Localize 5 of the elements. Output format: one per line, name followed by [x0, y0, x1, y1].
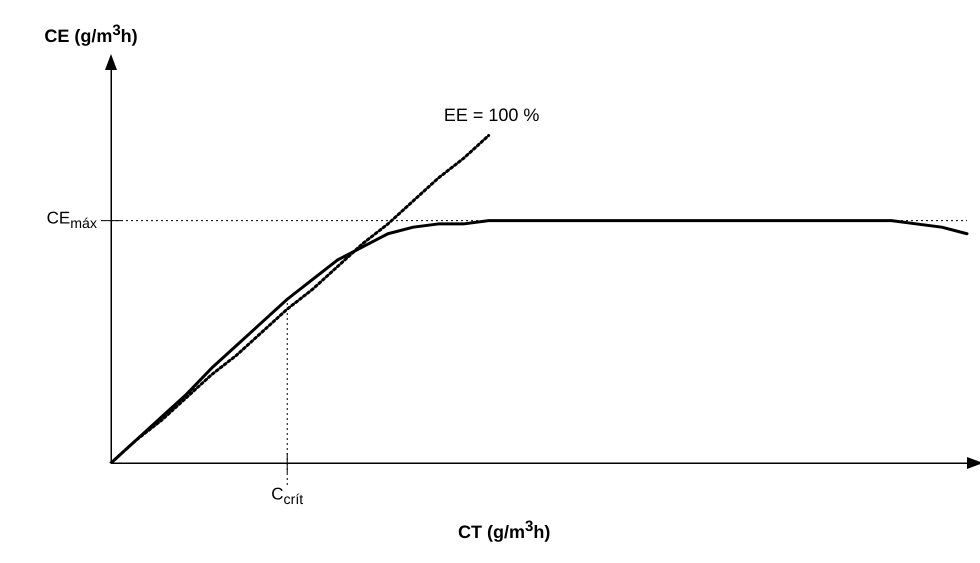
annotation: C$_{crít}$ — [271, 484, 304, 508]
x-axis-title: CT (g/m$^{3}$h) — [458, 518, 550, 543]
ref-line-label: CE$_{máx}$ — [46, 208, 97, 232]
text: EE = 100 % — [444, 104, 540, 126]
y-axis-title: CE (g/m$^{3}$h) — [44, 22, 138, 47]
